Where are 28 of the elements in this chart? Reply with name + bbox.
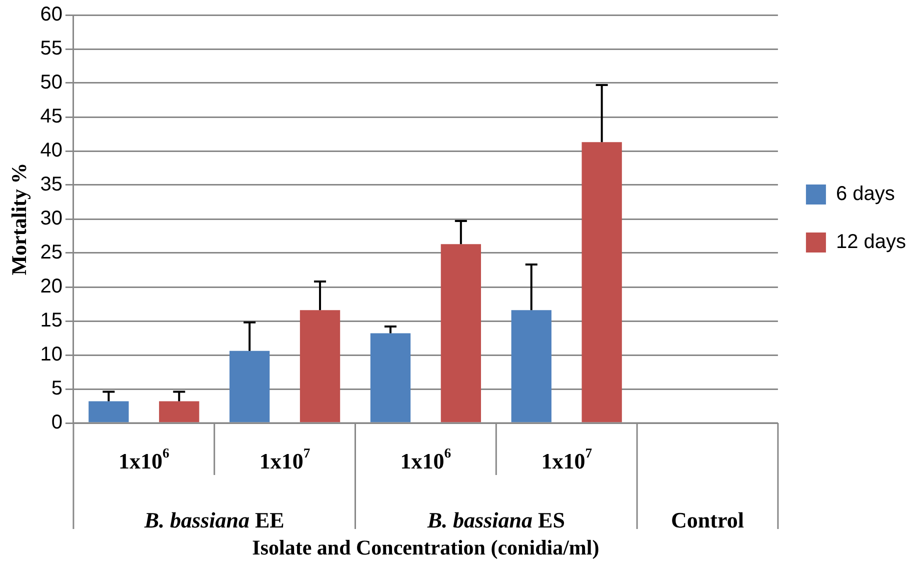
- bar: [159, 401, 200, 422]
- text: Control: [671, 508, 744, 533]
- y-tick-label: 0: [51, 412, 62, 434]
- y-axis-title: Mortality %: [7, 162, 32, 276]
- x-axis-title: Isolate and Concentration (conidia/ml): [252, 535, 600, 560]
- legend-label: 12 days: [836, 231, 906, 254]
- bar: [300, 310, 340, 422]
- y-tick-label: 40: [40, 140, 62, 162]
- y-tick-label: 20: [40, 276, 62, 298]
- y-tick-label: 55: [40, 38, 62, 60]
- y-tick-label: 15: [40, 310, 62, 332]
- bar: [88, 401, 129, 422]
- text: B. bassiana ES: [426, 508, 565, 533]
- y-tick-label: 45: [40, 106, 62, 128]
- bar: [440, 244, 482, 422]
- y-tick-label: 50: [40, 72, 62, 94]
- y-tick-label: 10: [40, 344, 62, 366]
- y-tick-label: 60: [40, 4, 62, 26]
- legend-label: 6 days: [836, 183, 895, 206]
- text: B. bassiana EE: [143, 508, 284, 533]
- y-tick-label: 35: [40, 174, 62, 196]
- y-tick-label: 25: [40, 242, 62, 264]
- bar: [229, 350, 270, 422]
- y-tick-label: 30: [40, 208, 62, 230]
- y-tick-label: 5: [51, 378, 62, 400]
- bar: [370, 333, 411, 422]
- bar: [511, 310, 552, 422]
- bar: [582, 142, 622, 422]
